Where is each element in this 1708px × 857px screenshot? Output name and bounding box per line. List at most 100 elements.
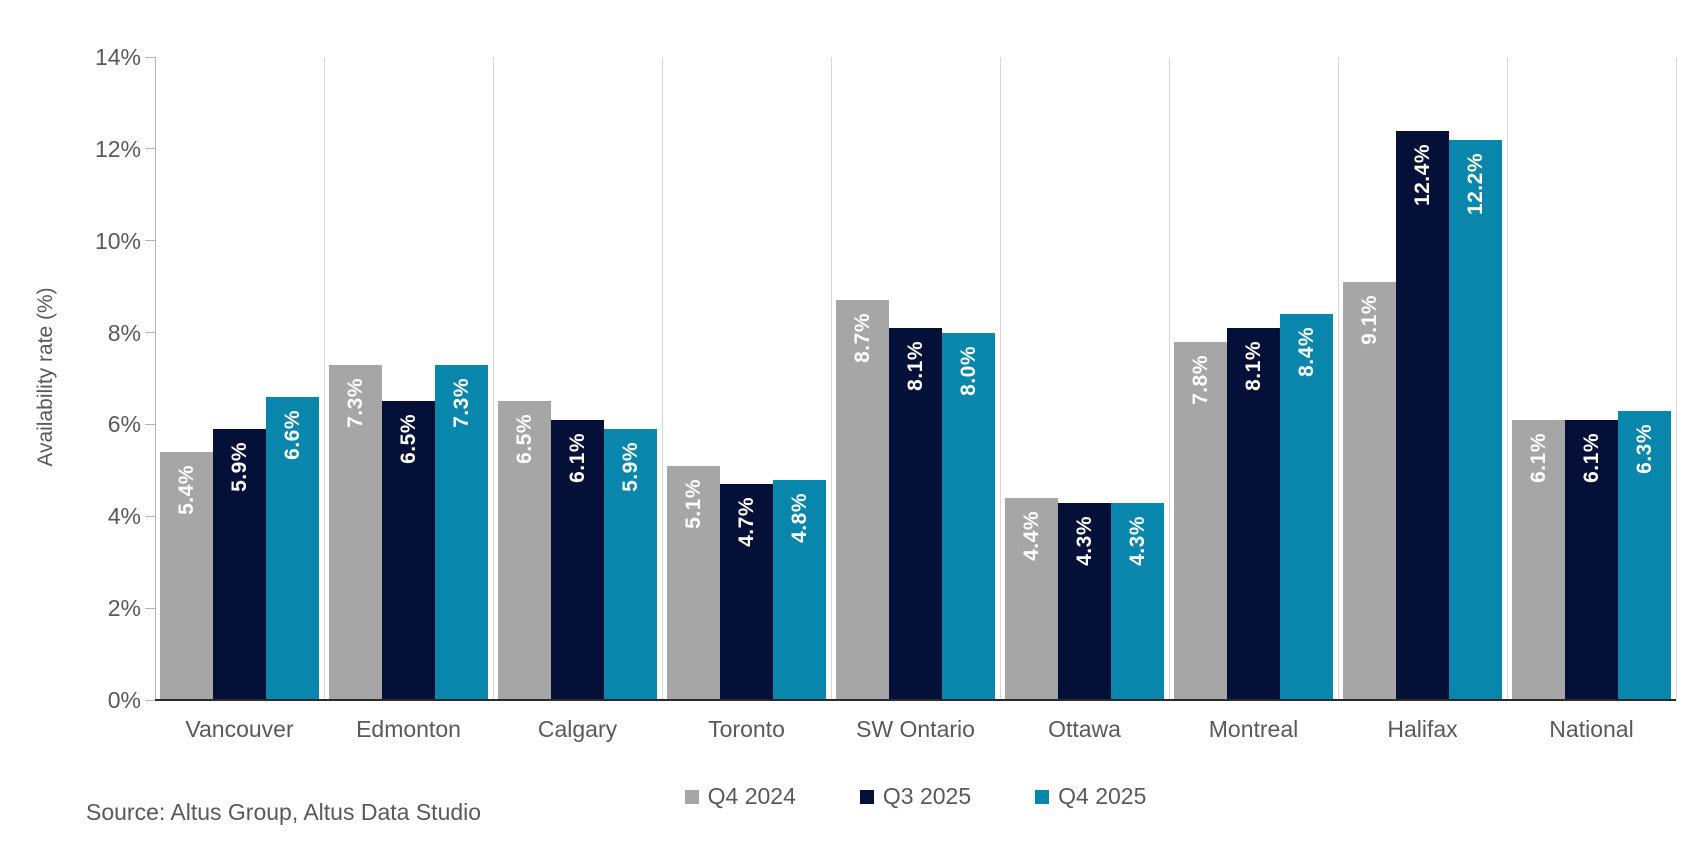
bar-value-label: 12.2% (1449, 153, 1502, 215)
bar-value-text: 6.5% (396, 414, 420, 465)
y-axis-line (155, 57, 156, 700)
source-note: Source: Altus Group, Altus Data Studio (86, 799, 482, 825)
bar: 4.3% (1058, 502, 1111, 700)
bar-value-text: 8.7% (850, 313, 874, 364)
legend-label: Q3 2025 (882, 783, 972, 809)
bar: 5.9% (604, 429, 657, 700)
bar-value-label: 8.7% (836, 313, 889, 363)
y-tick-label: 8% (107, 319, 141, 346)
bar-value-text: 6.1% (565, 432, 589, 483)
gridline (1506, 57, 1508, 700)
legend-item: Q3 2025 (859, 783, 972, 810)
bar: 6.5% (498, 401, 551, 700)
bar: 9.1% (1343, 282, 1396, 700)
bar-value-text: 5.9% (618, 442, 642, 492)
bar-group: 7.3% 6.5% 7.3% (324, 57, 493, 700)
bar-value-text: 12.4% (1410, 143, 1434, 206)
legend-marker (684, 789, 699, 804)
y-tick-mark (145, 332, 155, 334)
bar: 4.4% (1005, 497, 1058, 700)
bar-value-label: 6.5% (382, 414, 435, 464)
category-label: Toronto (708, 716, 785, 742)
bar-value-label: 6.5% (498, 414, 551, 464)
bar: 12.4% (1396, 130, 1449, 700)
legend: Q4 2024 Q3 2025 Q4 2025 (155, 783, 1676, 810)
bar-value-text: 4.7% (734, 497, 758, 548)
bar-value-text: 7.8% (1188, 354, 1212, 405)
y-tick-mark (145, 56, 155, 58)
y-tick-mark (145, 515, 155, 517)
y-tick-mark (145, 699, 155, 701)
bar-value-text: 4.8% (787, 492, 811, 543)
bar-value-label: 8.4% (1280, 327, 1333, 377)
x-axis-line (155, 699, 1676, 701)
bar-value-text: 4.3% (1072, 515, 1096, 566)
bar-value-label: 6.1% (1565, 433, 1618, 483)
y-tick-mark (145, 607, 155, 609)
category-label: Calgary (537, 716, 618, 742)
bar-value-text: 7.3% (343, 377, 367, 428)
bar: 5.1% (667, 465, 720, 700)
plot-area: 5.4% 5.9% 6.6% 7.3% 6.5% 7.3% 6.5% 6.1% 5.9% 5.1%… (155, 57, 1677, 701)
bar-value-text: 8.1% (903, 340, 927, 391)
bar-value-text: 6.6% (280, 409, 304, 460)
bar: 8.1% (1227, 327, 1280, 700)
bar: 6.3% (1618, 410, 1671, 700)
bar-group: 5.4% 5.9% 6.6% (155, 57, 324, 700)
bar: 8.4% (1280, 314, 1333, 700)
category-label: Halifax (1387, 716, 1458, 742)
y-tick-label: 12% (94, 135, 141, 162)
y-axis-title: Availability rate (%) (34, 287, 57, 467)
bar-group: 5.1% 4.7% 4.8% (662, 57, 831, 700)
bar: 8.1% (889, 327, 942, 700)
bar-value-text: 4.3% (1125, 515, 1149, 566)
legend-marker (1035, 789, 1050, 804)
bar-value-text: 6.3% (1632, 423, 1656, 474)
bar-value-label: 4.3% (1111, 516, 1164, 566)
bar-group: 7.8% 8.1% 8.4% (1169, 57, 1338, 700)
bar: 6.5% (382, 401, 435, 700)
bar: 4.3% (1111, 502, 1164, 700)
bar-value-label: 9.1% (1343, 295, 1396, 345)
bar: 4.8% (773, 479, 826, 700)
bar-value-text: 6.1% (1579, 432, 1603, 483)
bar: 5.9% (213, 429, 266, 700)
category-label: Vancouver (185, 716, 294, 742)
bar: 6.1% (551, 419, 604, 700)
bar-value-text: 6.5% (512, 414, 536, 465)
bar-value-label: 7.3% (435, 378, 488, 428)
category-label: Edmonton (356, 716, 461, 742)
bar-value-text: 5.9% (227, 442, 251, 492)
bar-group: 4.4% 4.3% 4.3% (1000, 57, 1169, 700)
gridline (1337, 57, 1339, 700)
gridline (323, 57, 325, 700)
bar-value-label: 8.1% (1227, 341, 1280, 391)
bar-group: 6.1% 6.1% 6.3% (1507, 57, 1676, 700)
y-tick-label: 4% (107, 503, 141, 530)
y-tick-mark (145, 240, 155, 242)
y-tick-label: 14% (94, 44, 141, 70)
bar-value-label: 6.6% (266, 410, 319, 460)
legend-label: Q4 2025 (1058, 783, 1147, 809)
legend-label: Q4 2024 (707, 783, 796, 809)
bar: 4.7% (720, 484, 773, 700)
category-label: SW Ontario (856, 716, 975, 742)
gridline (830, 57, 832, 700)
bar-value-text: 6.1% (1526, 432, 1550, 483)
y-tick-label: 10% (94, 227, 141, 254)
y-tick-label: 0% (107, 687, 141, 713)
category-label: Montreal (1208, 716, 1299, 742)
bar-value-text: 9.1% (1357, 295, 1381, 345)
bar-value-label: 5.9% (213, 442, 266, 492)
bar-value-label: 7.3% (329, 378, 382, 428)
bar-value-label: 5.9% (604, 442, 657, 492)
legend-item: Q4 2025 (1035, 783, 1146, 810)
bar-value-label: 4.7% (720, 497, 773, 547)
bar-value-text: 5.4% (174, 465, 198, 515)
bar: 8.7% (836, 300, 889, 700)
bar: 7.3% (329, 364, 382, 700)
bar-value-text: 4.4% (1019, 510, 1043, 561)
bar: 7.8% (1174, 341, 1227, 700)
bar-group: 9.1% 12.4% 12.2% (1338, 57, 1507, 700)
